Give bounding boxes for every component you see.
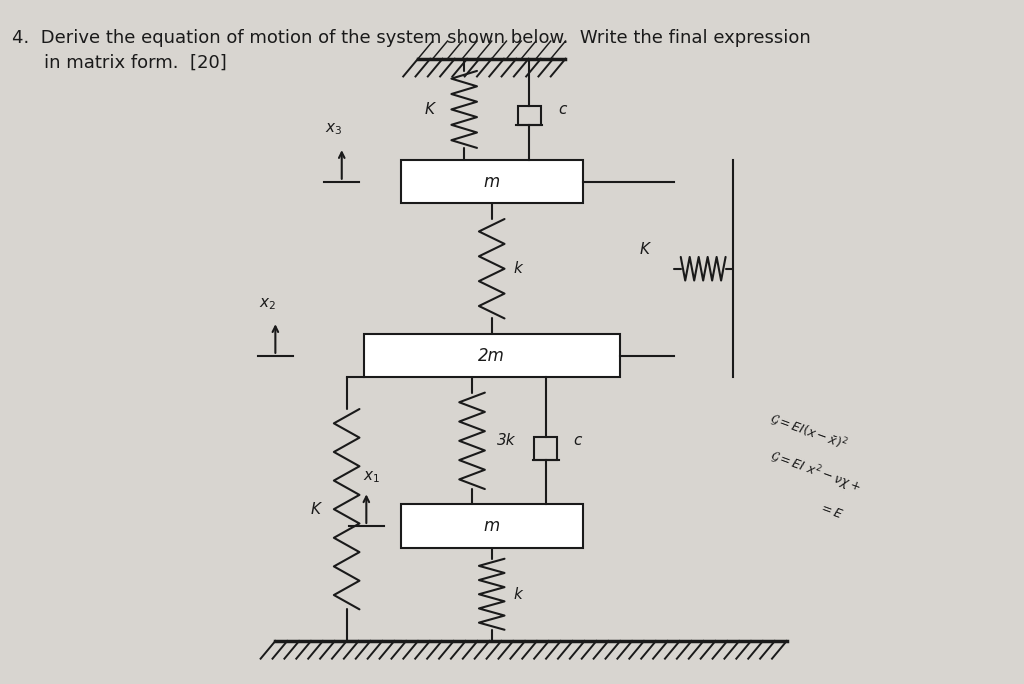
Text: $x_3$: $x_3$ [326, 122, 342, 137]
Text: 4.  Derive the equation of motion of the system shown below.  Write the final ex: 4. Derive the equation of motion of the … [12, 29, 811, 47]
Text: $\mathcal{G} = EI \ x^2 - \nu\chi +$: $\mathcal{G} = EI \ x^2 - \nu\chi +$ [767, 446, 863, 497]
Text: $= E$: $= E$ [816, 501, 845, 522]
FancyBboxPatch shape [400, 160, 583, 203]
Text: m: m [483, 172, 500, 191]
Text: $x_1$: $x_1$ [362, 469, 380, 484]
Text: $x_2$: $x_2$ [259, 295, 276, 311]
FancyBboxPatch shape [364, 334, 620, 378]
Text: $\mathcal{G} = EI(x-\bar{x})^2$: $\mathcal{G} = EI(x-\bar{x})^2$ [767, 410, 849, 455]
Text: c: c [559, 102, 567, 117]
FancyBboxPatch shape [400, 504, 583, 547]
Text: K: K [425, 102, 435, 117]
Text: k: k [513, 587, 522, 602]
Text: m: m [483, 517, 500, 535]
Text: K: K [639, 241, 649, 256]
Text: in matrix form.  [20]: in matrix form. [20] [44, 54, 227, 72]
Text: 3k: 3k [497, 434, 515, 448]
Text: c: c [573, 434, 582, 448]
Bar [535, 437, 557, 460]
Text: K: K [310, 501, 321, 516]
Text: 2m: 2m [478, 347, 505, 365]
Bar [517, 107, 541, 124]
Text: k: k [513, 261, 522, 276]
